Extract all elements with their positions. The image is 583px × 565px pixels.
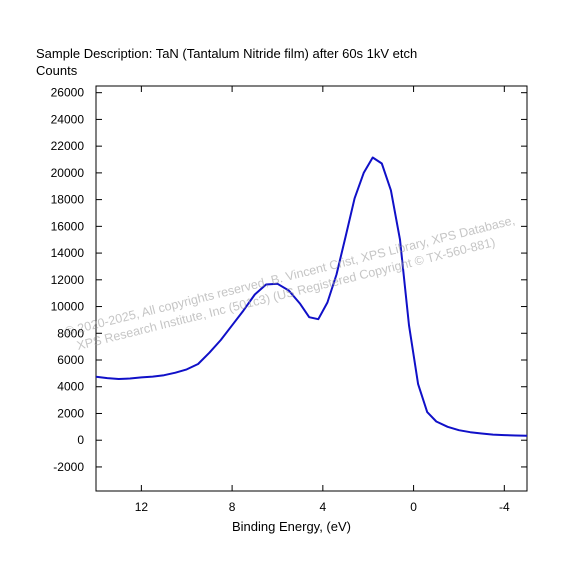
y-tick-label: 4000 [57,380,84,394]
x-tick-label: 12 [135,500,149,514]
y-axis-label: Counts [36,63,78,78]
y-tick-label: -2000 [53,460,84,474]
x-tick-label: 4 [319,500,326,514]
y-tick-label: 20000 [51,166,85,180]
x-axis-ticks: 12 8 4 0 -4 [135,86,510,514]
plot-frame [95,85,528,492]
y-tick-label: 10000 [51,300,85,314]
y-tick-label: 18000 [51,193,85,207]
y-tick-label: 24000 [51,112,85,126]
y-tick-label: 8000 [57,326,84,340]
y-tick-label: 16000 [51,219,85,233]
y-tick-label: 12000 [51,273,85,287]
y-tick-label: 26000 [51,86,85,100]
chart-title: Sample Description: TaN (Tantalum Nitrid… [36,46,418,61]
y-tick-label: 2000 [57,406,84,420]
x-tick-label: 8 [229,500,236,514]
y-tick-label: 0 [77,433,84,447]
y-tick-label: 6000 [57,353,84,367]
x-tick-label: -4 [499,500,510,514]
x-tick-label: 0 [410,500,417,514]
y-tick-label: 22000 [51,139,85,153]
spectrum-line [95,156,528,437]
y-axis-ticks: -2000 0 2000 4000 6000 8000 10000 12000 14000 160… [51,86,527,474]
x-axis-label: Binding Energy, (eV) [232,519,351,534]
y-tick-label: 14000 [51,246,85,260]
